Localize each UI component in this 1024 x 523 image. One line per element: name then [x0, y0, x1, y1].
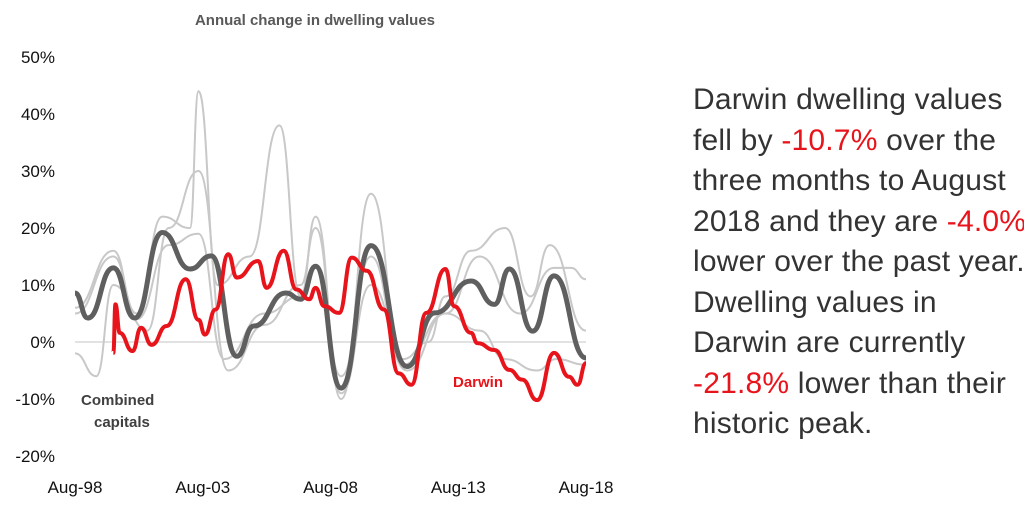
combined-capitals-label-line1: Combined: [81, 392, 154, 409]
x-tick-label: Aug-13: [431, 478, 486, 497]
x-tick-label: Aug-98: [48, 478, 103, 497]
x-tick-label: Aug-18: [559, 478, 614, 497]
y-tick-label: 20%: [21, 219, 55, 238]
combined-capitals-label-line2: capitals: [94, 414, 150, 431]
y-tick-label: 0%: [30, 333, 55, 352]
x-axis: Aug-98 Aug-03 Aug-08 Aug-13 Aug-18: [48, 478, 614, 497]
y-tick-label: -10%: [15, 390, 55, 409]
quarterly-change-value: -10.7%: [781, 123, 878, 157]
narrative-part: lower over the past year. Dwelling value…: [693, 245, 1024, 359]
line-chart: Annual change in dwelling values 50% 40% 3…: [15, 12, 614, 497]
y-tick-label: -20%: [15, 447, 55, 466]
narrative-part: lower than their historic peak.: [693, 366, 1007, 441]
y-tick-label: 30%: [21, 162, 55, 181]
narrative-part: Darwin dwelling values fell by: [693, 83, 1003, 157]
chart-title: Annual change in dwelling values: [195, 12, 435, 29]
city-series-line: [74, 90, 587, 400]
x-tick-label: Aug-03: [175, 478, 230, 497]
y-axis: 50% 40% 30% 20% 10% 0% -10% -20%: [15, 48, 55, 466]
y-tick-label: 10%: [21, 276, 55, 295]
darwin-label: Darwin: [453, 374, 503, 391]
darwin-line: [111, 248, 588, 403]
city-series-line: [74, 170, 587, 395]
x-tick-label: Aug-08: [303, 478, 358, 497]
y-tick-label: 50%: [21, 48, 55, 67]
narrative-text: Darwin dwelling values fell by -10.7% ov…: [693, 80, 1024, 445]
annual-change-value: -4.0%: [946, 204, 1024, 238]
series-lines: [73, 90, 588, 403]
combined-capitals-line: [73, 230, 588, 391]
peak-change-value: -21.8%: [693, 366, 790, 400]
y-tick-label: 40%: [21, 105, 55, 124]
narrative-part: over the three months to August 2018 and…: [693, 123, 1006, 238]
